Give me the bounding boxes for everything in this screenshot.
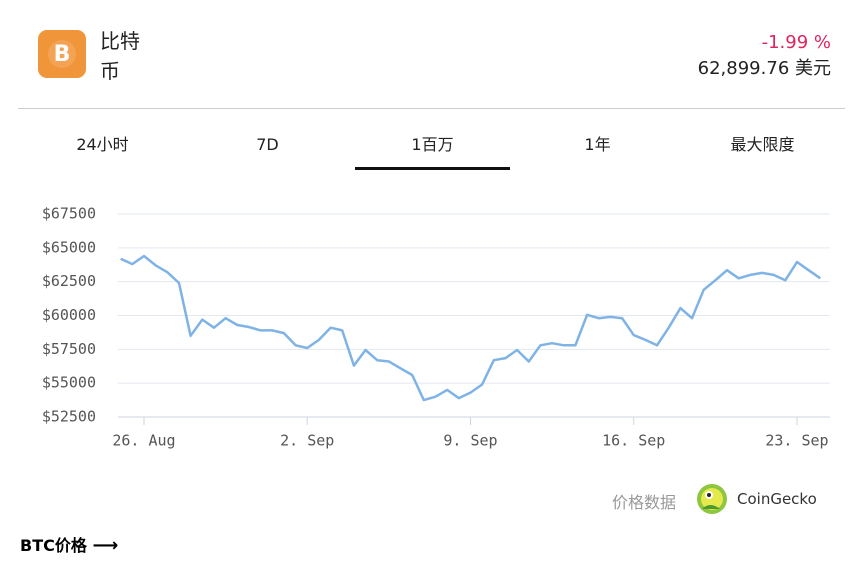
tab-bar: 24小时 7D 1百万 1年 最大限度 (20, 125, 845, 173)
x-tick-label: 16. Sep (602, 432, 665, 450)
y-tick-label: $60000 (42, 306, 96, 324)
y-tick-label: $57500 (42, 340, 96, 358)
divider (18, 108, 845, 109)
x-tick-label: 2. Sep (280, 432, 334, 450)
tab[interactable]: 1年 (584, 135, 611, 154)
x-tick-label: 9. Sep (443, 432, 497, 450)
footer-link-text[interactable]: BTC价格 (20, 536, 87, 555)
tab[interactable]: 最大限度 (730, 135, 795, 154)
y-tick-label: $62500 (42, 272, 96, 290)
attribution-source[interactable]: CoinGecko (737, 490, 817, 508)
y-tick-label: $55000 (42, 374, 96, 392)
coingecko-logo (697, 484, 727, 514)
chart: $52500 $55000 $57500 $60000 $62500 $65000 $675… (42, 205, 830, 450)
tab[interactable]: 24小时 (76, 135, 129, 154)
y-tick-label: $65000 (42, 238, 96, 256)
price: 62,899.76 美元 (697, 58, 831, 79)
y-tick-label: $67500 (42, 205, 96, 223)
tab[interactable]: 1百万 (355, 125, 510, 170)
x-tick-label: 26. Aug (112, 432, 175, 450)
price-change: -1.99 % (761, 32, 831, 53)
x-tick-label: 23. Sep (765, 432, 828, 450)
svg-text:B: B (54, 42, 71, 67)
tab[interactable]: 7D (256, 135, 279, 154)
y-tick-label: $52500 (42, 408, 96, 426)
price-line (120, 254, 822, 402)
attribution-label: 价格数据 (612, 493, 677, 512)
coin-name: 比特币 (100, 29, 140, 83)
coin-icon: B (38, 30, 86, 78)
footer-link[interactable]: BTC价格 ⟶ (20, 535, 119, 556)
